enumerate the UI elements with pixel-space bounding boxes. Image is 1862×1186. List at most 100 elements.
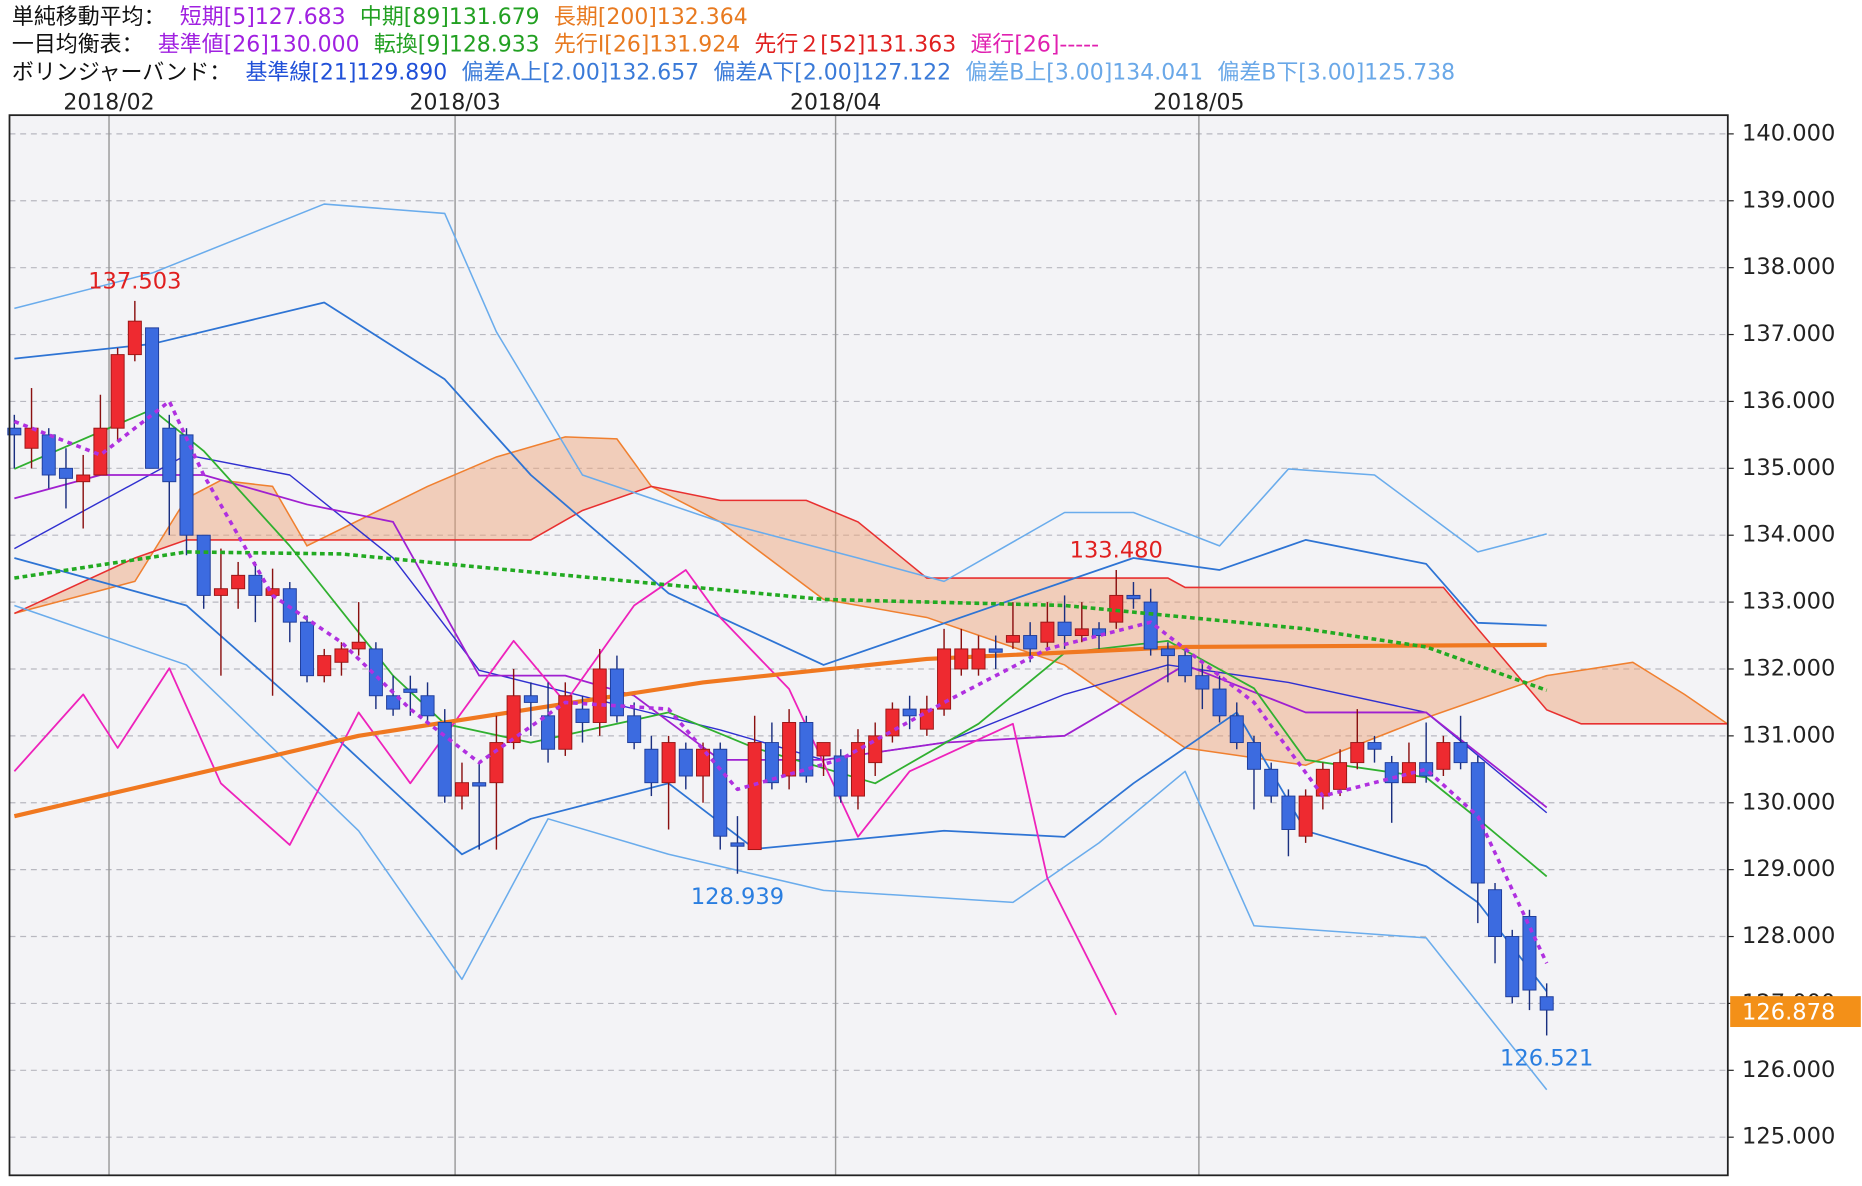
y-tick-label: 136.000	[1742, 388, 1835, 414]
indicator-line	[14, 408, 1548, 878]
candle-body	[696, 748, 711, 777]
candle-body	[971, 648, 986, 670]
y-tick-label: 129.000	[1742, 856, 1835, 882]
indicator-line	[14, 474, 1548, 809]
candle-body	[1212, 688, 1227, 717]
candle-body	[145, 327, 160, 469]
price-annotation: 128.939	[691, 884, 784, 910]
candle-body	[609, 668, 624, 717]
plot-frame	[8, 114, 1729, 1177]
candle-body	[110, 354, 125, 429]
candle-body	[988, 648, 1003, 653]
candle-body	[127, 320, 142, 356]
candle-body	[300, 621, 315, 677]
candle-body	[661, 742, 676, 784]
legend-row: ボリンジャーバンド： 基準線[21]129.890 偏差A上[2.00]132.65…	[12, 61, 1455, 86]
candle-body	[541, 715, 556, 750]
cloud-span-line	[14, 485, 1728, 725]
indicator-line	[13, 399, 1549, 965]
candle-body	[368, 648, 383, 697]
y-tick-label: 131.000	[1742, 722, 1835, 748]
legend-row: 単純移動平均： 短期[5]127.683 中期[89]131.679 長期[200]1…	[12, 5, 748, 30]
y-tick-label: 128.000	[1742, 923, 1835, 949]
candle-body	[196, 534, 211, 596]
last-price-label: 126.878	[1742, 999, 1835, 1025]
y-tick-label: 139.000	[1742, 187, 1835, 213]
legend-entry: 短期[5]127.683	[180, 5, 346, 30]
candle-body	[575, 708, 590, 723]
candle-body	[868, 735, 883, 764]
candle-body	[730, 842, 745, 847]
candle-body	[1470, 762, 1485, 884]
candle-body	[1126, 594, 1141, 600]
candle-body	[1367, 742, 1382, 750]
y-tick-label: 135.000	[1742, 455, 1835, 481]
candle-body	[833, 755, 848, 797]
candle-body	[782, 722, 797, 777]
candle-body	[678, 748, 693, 777]
y-tick-label: 133.000	[1742, 589, 1835, 615]
candle-body	[1453, 742, 1468, 764]
candle-body	[937, 648, 952, 710]
x-tick-label: 2018/04	[790, 90, 881, 115]
legend-entry: 先行２[52]131.363	[754, 33, 956, 58]
legend-label: 単純移動平均：	[12, 5, 166, 30]
legend-entry: 中期[89]131.679	[360, 5, 540, 30]
indicator-line	[14, 550, 1548, 693]
legend-row: 一目均衡表： 基準値[26]130.000 転換[9]128.933 先行Ⅰ[26]1…	[12, 33, 1099, 58]
candle-body	[558, 695, 573, 750]
candle-body	[1195, 675, 1210, 690]
candle-body	[41, 434, 56, 476]
indicator-line	[14, 203, 1547, 583]
candle-body	[248, 574, 263, 596]
candle-body	[1092, 628, 1107, 637]
legend-entry: 偏差B下[3.00]125.738	[1217, 61, 1455, 86]
candle-body	[334, 648, 349, 663]
candle-body	[1522, 915, 1537, 991]
candle-body	[1488, 889, 1503, 938]
x-tick-label: 2018/05	[1153, 90, 1244, 115]
candle-body	[1057, 621, 1072, 637]
candle-body	[76, 474, 91, 483]
y-tick-label: 126.000	[1742, 1057, 1835, 1083]
legend-entry: 偏差A上[2.00]132.657	[461, 61, 699, 86]
candle-body	[799, 722, 814, 777]
price-annotation: 137.503	[88, 268, 181, 294]
legend-entry: 長期[200]132.364	[554, 5, 748, 30]
y-tick-label: 132.000	[1742, 655, 1835, 681]
candle-body	[437, 722, 452, 797]
y-tick-label: 134.000	[1742, 522, 1835, 548]
candle-body	[954, 648, 969, 670]
legend-entry: 基準線[21]129.890	[245, 61, 447, 86]
candle-body	[1281, 795, 1296, 830]
candle-body	[1298, 795, 1313, 837]
candle-body	[644, 748, 659, 784]
candle-body	[902, 708, 917, 717]
layers: 単純移動平均： 短期[5]127.683 中期[89]131.679 長期[200]1…	[7, 5, 1861, 1176]
legend-entry: 基準値[26]130.000	[158, 33, 360, 58]
candle-body	[1160, 648, 1175, 657]
y-tick-label: 138.000	[1742, 254, 1835, 280]
candle-body	[1505, 936, 1520, 998]
indicator-line	[14, 604, 1548, 1091]
candle-body	[386, 695, 401, 710]
legend-entry: 偏差A下[2.00]127.122	[713, 61, 951, 86]
candle-body	[523, 695, 538, 703]
last-price-box	[1730, 996, 1861, 1028]
candle-body	[747, 742, 762, 851]
candle-body	[1539, 996, 1554, 1011]
candle-body	[1074, 628, 1089, 637]
price-annotation: 133.480	[1070, 537, 1163, 563]
candle-body	[420, 695, 435, 717]
legend-entry: 転換[9]128.933	[374, 33, 540, 58]
candle-body	[231, 574, 246, 590]
candle-body	[713, 748, 728, 837]
price-annotation: 126.521	[1500, 1046, 1593, 1072]
legend-label: ボリンジャーバンド：	[12, 61, 231, 86]
candle-body	[1333, 762, 1348, 790]
candle-body	[1005, 635, 1020, 643]
legend-entry: 先行Ⅰ[26]131.924	[554, 33, 740, 58]
legend-label: 一目均衡表：	[12, 33, 144, 58]
candle-body	[1178, 655, 1193, 677]
candle-body	[850, 742, 865, 797]
